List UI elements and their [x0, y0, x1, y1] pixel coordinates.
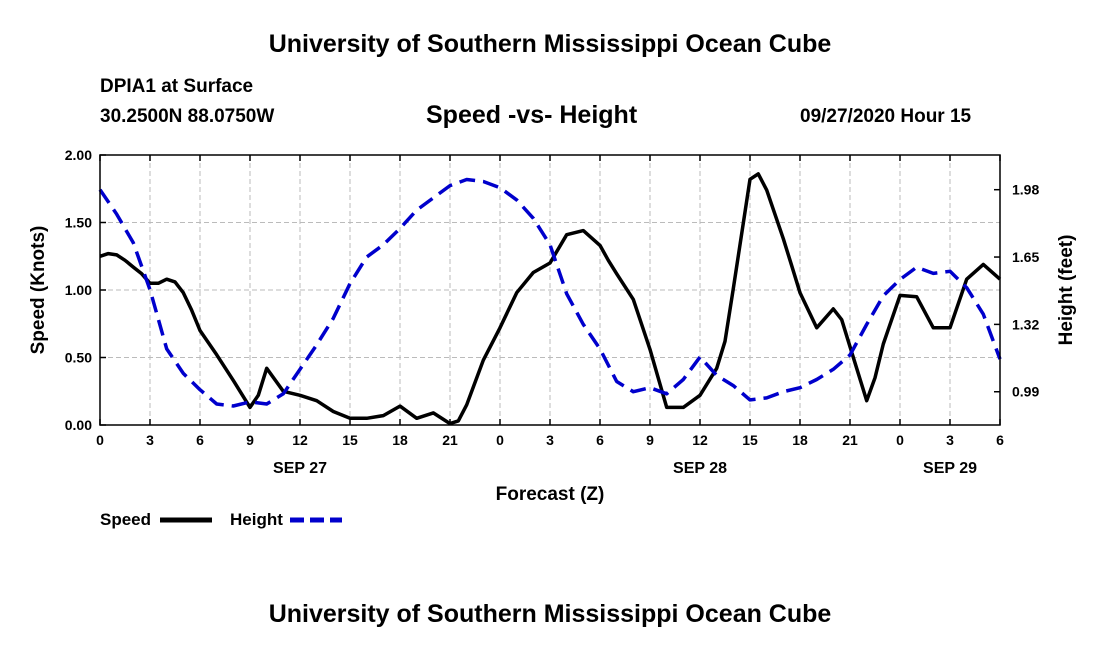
x-date-label: SEP 29 [923, 460, 977, 477]
x-tick-label: 0 [96, 432, 104, 448]
y2-axis-label: Height (feet) [1056, 235, 1077, 346]
axis-labels: Forecast (Z) Speed (Knots) Height (feet) [28, 226, 1077, 505]
x-tick-label: 15 [342, 432, 358, 448]
y2-tick-label: 1.32 [1012, 316, 1039, 332]
x-tick-label: 12 [692, 432, 708, 448]
x-date-label: SEP 27 [273, 460, 327, 477]
series-line-height [98, 177, 1002, 408]
legend-label-height: Height [230, 510, 283, 529]
x-tick-label: 3 [946, 432, 954, 448]
footer-title: University of Southern Mississippi Ocean… [268, 600, 832, 628]
y-tick-label: 0.50 [65, 350, 92, 366]
y2-tick-label: 0.99 [1012, 384, 1039, 400]
x-tick-label: 9 [646, 432, 654, 448]
series-line-speed [99, 172, 1002, 426]
ticks: 0 3 6 9 12 15 18 21 0 3 6 9 12 15 18 21 0 3 6 SEP 27 SEP 28 S… [65, 147, 1040, 477]
x-tick-label: 3 [146, 432, 154, 448]
x-tick-label: 18 [392, 432, 408, 448]
legend: Speed Height [100, 510, 342, 529]
x-tick-label: 21 [842, 432, 858, 448]
x-tick-label: 15 [742, 432, 758, 448]
coordinates-label: 30.2500N 88.0750W [100, 106, 275, 127]
x-date-label: SEP 28 [673, 460, 727, 477]
y2-tick-label: 1.98 [1012, 182, 1039, 198]
grid [100, 155, 1000, 425]
y2-tick-label: 1.65 [1012, 249, 1039, 265]
y-tick-label: 1.50 [65, 215, 92, 231]
x-tick-label: 6 [196, 432, 204, 448]
x-tick-label: 0 [896, 432, 904, 448]
x-axis-label: Forecast (Z) [496, 484, 605, 505]
series-layer [98, 172, 1002, 426]
page-title: University of Southern Mississippi Ocean… [268, 30, 832, 58]
y-tick-label: 0.00 [65, 417, 92, 433]
x-tick-label: 12 [292, 432, 308, 448]
y-axis-label: Speed (Knots) [28, 226, 49, 355]
y-tick-label: 2.00 [65, 147, 92, 163]
chart-title: Speed -vs- Height [426, 101, 638, 129]
x-tick-label: 21 [442, 432, 458, 448]
station-label: DPIA1 at Surface [100, 76, 254, 97]
x-tick-label: 3 [546, 432, 554, 448]
x-tick-label: 6 [996, 432, 1004, 448]
x-tick-label: 6 [596, 432, 604, 448]
x-tick-label: 0 [496, 432, 504, 448]
forecast-datetime: 09/27/2020 Hour 15 [800, 106, 972, 127]
legend-label-speed: Speed [100, 510, 151, 529]
x-tick-label: 18 [792, 432, 808, 448]
y-tick-label: 1.00 [65, 282, 92, 298]
x-tick-label: 9 [246, 432, 254, 448]
